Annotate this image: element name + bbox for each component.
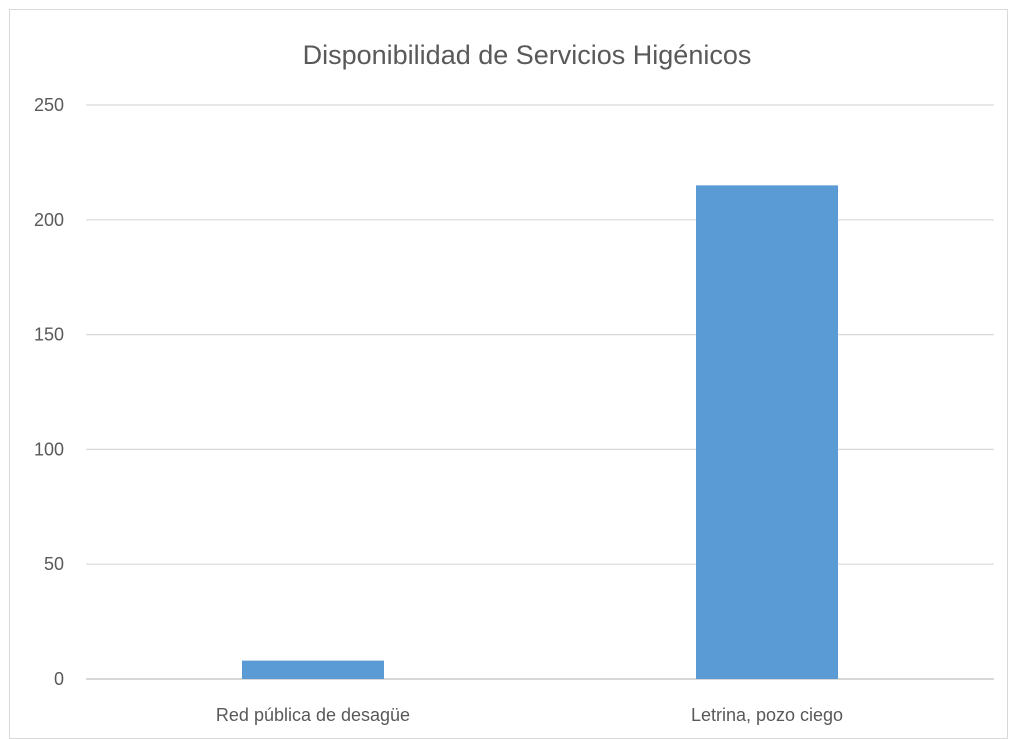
bar — [696, 185, 838, 680]
gridlines — [86, 104, 994, 680]
bar — [242, 660, 384, 679]
y-tick-label: 150 — [34, 325, 64, 345]
y-tick-label: 100 — [34, 439, 64, 459]
chart-title: Disponibilidad de Servicios Higénicos — [303, 40, 752, 70]
x-tick-label: Letrina, pozo ciego — [691, 705, 843, 725]
x-tick-label: Red pública de desagüe — [216, 705, 410, 725]
y-axis-ticks: 0 50 100 150 200 250 — [34, 95, 64, 689]
y-tick-label: 200 — [34, 210, 64, 230]
y-tick-label: 0 — [54, 669, 64, 689]
y-tick-label: 50 — [44, 554, 64, 574]
chart-area — [9, 9, 1008, 739]
bars — [242, 185, 838, 680]
x-axis-ticks: Red pública de desagüe Letrina, pozo cieg… — [216, 705, 843, 725]
y-tick-label: 250 — [34, 95, 64, 115]
